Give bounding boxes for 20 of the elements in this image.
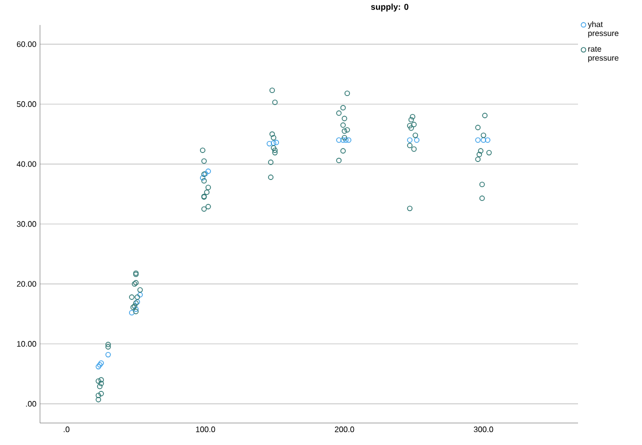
point [129, 310, 134, 316]
point [484, 137, 490, 143]
point [475, 137, 481, 143]
point [98, 360, 104, 366]
point [336, 137, 342, 143]
point [266, 140, 272, 146]
point [133, 306, 139, 312]
point [407, 137, 412, 143]
point [105, 352, 111, 358]
point [270, 140, 276, 146]
point [480, 137, 486, 143]
point [340, 137, 346, 143]
point [346, 137, 352, 143]
chart-title: supply: 0 [371, 4, 408, 12]
point [206, 168, 211, 174]
point [137, 292, 143, 298]
point [343, 137, 349, 143]
point [200, 175, 206, 181]
point [414, 137, 420, 143]
point [274, 140, 280, 146]
